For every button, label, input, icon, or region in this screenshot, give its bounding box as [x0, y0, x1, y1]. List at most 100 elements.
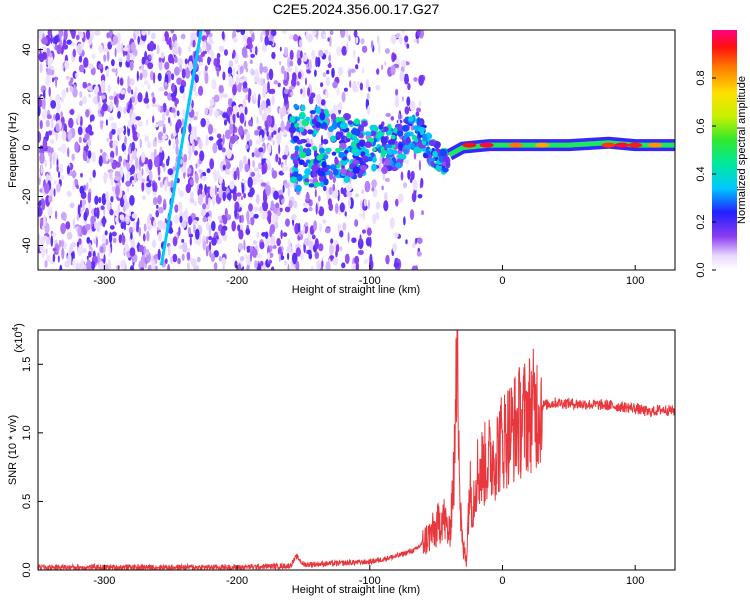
colorbar-label: Normalized spectral amplitude: [736, 76, 748, 224]
heatmap-cell: [254, 76, 260, 84]
heatmap-cell: [177, 201, 183, 212]
x-tick-label: -100: [359, 275, 381, 287]
carrier-peak: [614, 142, 629, 148]
heatmap-cell: [131, 112, 137, 124]
heatmap-cell: [400, 171, 404, 181]
heatmap-cell: [273, 190, 279, 200]
heatmap-cell: [409, 100, 416, 112]
heatmap-cell: [90, 67, 96, 76]
heatmap-cell: [308, 183, 315, 188]
heatmap-cell: [66, 231, 73, 240]
heatmap-cell: [167, 229, 174, 234]
heatmap-cell: [86, 236, 91, 244]
heatmap-cell: [332, 188, 339, 199]
heatmap-cell: [334, 158, 339, 166]
heatmap-cell: [245, 228, 251, 235]
heatmap-cell: [71, 30, 76, 39]
heatmap-cell: [46, 114, 52, 120]
heatmap-cell: [187, 140, 190, 149]
y-tick-label: 0.0: [21, 562, 33, 577]
heatmap-cell: [122, 47, 129, 52]
heatmap-cell: [179, 64, 183, 73]
heatmap-cell: [251, 31, 255, 43]
heatmap-cell: [320, 99, 326, 106]
heatmap-cell: [224, 129, 231, 140]
heatmap-cell: [177, 58, 183, 66]
heatmap-cell: [233, 37, 238, 43]
heatmap-cell: [318, 243, 324, 252]
heatmap-cell: [226, 169, 231, 176]
heatmap-cell: [44, 260, 48, 268]
heatmap-cell: [283, 166, 289, 172]
heatmap-cell: [135, 156, 139, 169]
heatmap-cell: [204, 72, 209, 85]
heatmap-cell: [61, 239, 64, 249]
heatmap-cell: [61, 130, 67, 141]
heatmap-cell: [162, 102, 167, 113]
heatmap-cell: [65, 221, 71, 230]
heatmap-cell: [123, 150, 127, 156]
heatmap-cell: [79, 43, 85, 48]
heatmap-cell: [298, 39, 303, 48]
heatmap-cell: [202, 216, 208, 223]
heatmap-cell: [213, 94, 220, 103]
heatmap-cell: [270, 266, 275, 270]
heatmap-cell: [394, 95, 400, 108]
heatmap-cell: [395, 198, 399, 207]
heatmap-cell: [209, 158, 215, 170]
heatmap-cell: [56, 101, 61, 113]
heatmap-cell: [298, 145, 304, 154]
heatmap-cell: [111, 122, 117, 130]
heatmap-cell: [413, 146, 421, 154]
heatmap-cell: [127, 104, 131, 114]
heatmap-cell: [352, 80, 357, 93]
heatmap-cell: [289, 49, 294, 61]
heatmap-cell: [54, 35, 59, 45]
heatmap-cell: [323, 185, 327, 192]
heatmap-cell: [409, 209, 415, 221]
heatmap-cell: [166, 39, 172, 46]
heatmap-cell: [213, 169, 217, 181]
heatmap-cell: [343, 175, 351, 183]
heatmap-cell: [251, 46, 256, 53]
heatmap-cell: [411, 265, 417, 270]
heatmap-cell: [284, 95, 289, 105]
heatmap-cell: [327, 198, 332, 206]
heatmap-cell: [280, 229, 283, 240]
heatmap-cell: [174, 40, 178, 47]
heatmap-cell: [48, 195, 53, 203]
heatmap-cell: [385, 130, 392, 136]
heatmap-cell: [115, 185, 120, 197]
heatmap-cell: [87, 191, 92, 204]
heatmap-cell: [101, 217, 107, 225]
heatmap-cell: [44, 183, 50, 194]
heatmap-cell: [56, 165, 59, 173]
heatmap-cell: [318, 49, 324, 58]
spectrogram-frame: [37, 29, 676, 271]
heatmap-cell: [329, 35, 332, 47]
heatmap-cell: [109, 156, 114, 164]
heatmap-cell: [266, 130, 269, 137]
heatmap-cell: [72, 179, 75, 192]
heatmap-cell: [316, 94, 322, 105]
heatmap-cell: [198, 70, 201, 77]
heatmap-cell: [314, 189, 317, 198]
heatmap-cell: [172, 141, 176, 150]
heatmap-cell: [92, 169, 96, 178]
heatmap-cell: [126, 187, 130, 193]
heatmap-cell: [358, 124, 364, 132]
heatmap-cell: [282, 184, 285, 193]
heatmap-cell: [88, 63, 94, 70]
heatmap-cell: [250, 250, 252, 263]
heatmap-cell: [78, 136, 82, 143]
heatmap-cell: [259, 105, 263, 116]
heatmap-cell: [332, 81, 338, 89]
heatmap-cell: [353, 30, 358, 38]
heatmap-cell: [282, 232, 288, 238]
heatmap-cell: [83, 211, 88, 221]
heatmap-cell: [343, 113, 351, 121]
heatmap-cell: [159, 181, 163, 188]
heatmap-cell: [158, 87, 164, 92]
heatmap-cell: [129, 97, 132, 110]
